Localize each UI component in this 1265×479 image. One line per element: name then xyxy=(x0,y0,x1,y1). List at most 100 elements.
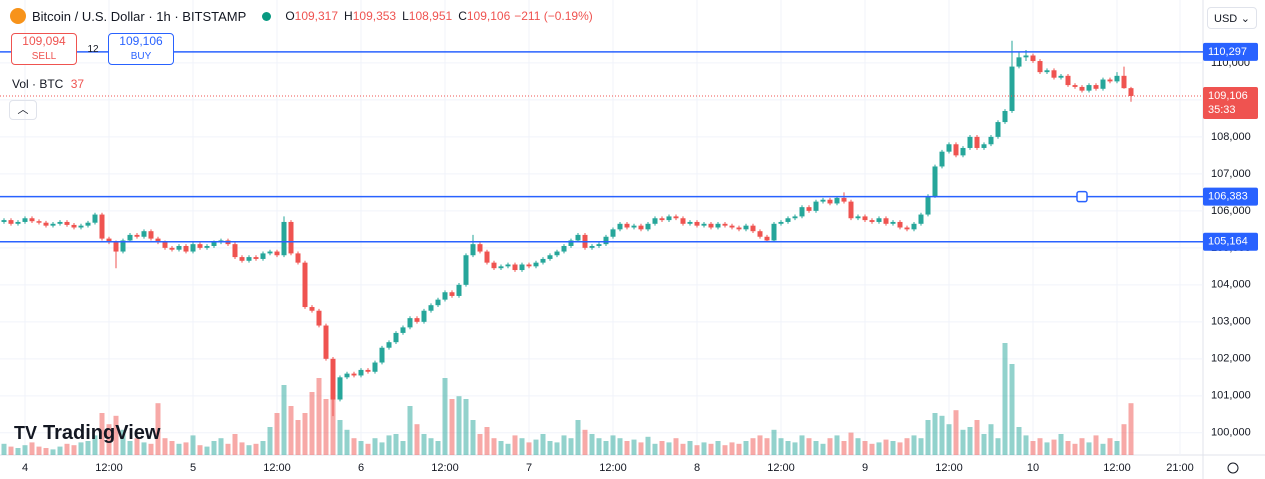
volume-bar xyxy=(113,415,119,455)
candle-body xyxy=(470,244,476,256)
candle-body xyxy=(36,221,42,223)
volume-bar xyxy=(253,443,259,455)
x-tick-label: 8 xyxy=(694,462,700,474)
candle-body xyxy=(1065,75,1071,86)
volume-bar xyxy=(988,424,994,455)
candle-body xyxy=(372,362,378,372)
candle-body xyxy=(43,222,49,226)
candle-body xyxy=(239,257,245,261)
volume-bar xyxy=(792,442,798,455)
volume-bar xyxy=(1002,343,1008,455)
candle-body xyxy=(988,136,994,145)
volume-bar xyxy=(127,441,133,455)
volume-bar xyxy=(267,427,273,455)
volume-bar xyxy=(29,442,35,455)
volume-bar xyxy=(302,413,308,455)
volume-bar xyxy=(708,443,714,455)
candle-body xyxy=(981,144,987,148)
candle-body xyxy=(848,201,854,219)
candle-body xyxy=(162,242,168,248)
candle-body xyxy=(498,266,504,269)
candle-body xyxy=(505,264,511,267)
buy-button[interactable]: 109,106 BUY xyxy=(108,33,174,65)
volume-bar xyxy=(155,403,161,455)
market-status[interactable] xyxy=(262,11,272,21)
volume-bar xyxy=(995,438,1001,455)
brand: TradingView xyxy=(43,422,161,444)
candle-body xyxy=(78,225,84,228)
x-tick-label: 10 xyxy=(1027,462,1039,474)
candle-body xyxy=(645,223,651,230)
candle-body xyxy=(575,234,581,241)
volume-bar xyxy=(813,441,819,455)
candle-body xyxy=(1023,55,1029,58)
candle-body xyxy=(1121,75,1127,89)
volume-bar xyxy=(1107,438,1113,455)
volume-bar xyxy=(358,441,364,455)
candle-body xyxy=(106,238,112,243)
candle-body xyxy=(1037,61,1043,73)
volume-bar xyxy=(1037,438,1043,455)
volume-bar xyxy=(421,434,427,455)
x-tick-label: 12:00 xyxy=(263,462,291,474)
candle-body xyxy=(813,201,819,211)
volume-bar xyxy=(932,413,938,455)
legend: Bitcoin / U.S. Dollar · 1h · BITSTAMP O 1… xyxy=(10,8,593,24)
y-tick-label: 107,000 xyxy=(1211,168,1251,180)
currency-select[interactable]: USD ⌄ xyxy=(1207,7,1257,29)
line-handle xyxy=(1076,190,1088,203)
volume-bar xyxy=(701,442,707,455)
candle-body xyxy=(365,369,371,372)
volume-bar xyxy=(281,385,287,455)
candle-body xyxy=(330,358,336,400)
candle-body xyxy=(953,144,959,156)
volume-bar xyxy=(386,435,392,455)
volume-bar xyxy=(946,424,952,455)
currency: USD xyxy=(1214,13,1238,25)
field-value: 109,106 xyxy=(466,9,511,23)
volume-bar xyxy=(246,445,252,455)
candle-body xyxy=(806,207,812,211)
volume-bar xyxy=(134,438,140,455)
volume-bar xyxy=(519,438,525,455)
settings-icon[interactable] xyxy=(1227,462,1239,474)
volume-bar xyxy=(260,441,266,455)
x-tick-label: 12:00 xyxy=(431,462,459,474)
volume-bar xyxy=(225,443,231,455)
y-tick-label: 108,000 xyxy=(1211,131,1251,143)
candle-body xyxy=(274,251,280,256)
field-label: O xyxy=(285,9,295,23)
candle-body xyxy=(15,221,21,224)
volume-bar xyxy=(1079,438,1085,455)
symbol-title[interactable]: Bitcoin / U.S. Dollar · 1h · BITSTAMP xyxy=(32,8,247,24)
candle-body xyxy=(750,225,756,232)
volume-bar xyxy=(85,441,91,455)
candle-body xyxy=(729,225,735,228)
volume-bar xyxy=(57,446,63,455)
candle-body xyxy=(120,240,126,252)
volume-bar xyxy=(575,420,581,455)
volume-bar xyxy=(456,396,462,455)
candle-body xyxy=(939,151,945,167)
collapse-button[interactable]: ︿ xyxy=(9,100,37,120)
volume-bar xyxy=(372,438,378,455)
candle-body xyxy=(442,292,448,300)
volume-bar xyxy=(232,434,238,455)
volume-bar xyxy=(393,434,399,455)
volume-bar xyxy=(106,424,112,455)
volume-bar xyxy=(540,434,546,455)
volume-bar xyxy=(974,420,980,455)
candle-body xyxy=(785,218,791,222)
candle-body xyxy=(960,147,966,156)
candle-body xyxy=(855,216,861,219)
volume-bar xyxy=(22,445,28,455)
x-tick-label: 21:00 xyxy=(1166,462,1194,474)
field-value: 108,951 xyxy=(408,9,453,23)
volume-bar xyxy=(1072,443,1078,455)
brand-logo[interactable]: TV TradingView xyxy=(14,422,161,444)
sell-button[interactable]: 109,094 SELL xyxy=(11,33,77,65)
volume-bar xyxy=(442,378,448,455)
volume-bar xyxy=(953,410,959,455)
volume-bar xyxy=(841,441,847,455)
candle-body xyxy=(1051,70,1057,78)
